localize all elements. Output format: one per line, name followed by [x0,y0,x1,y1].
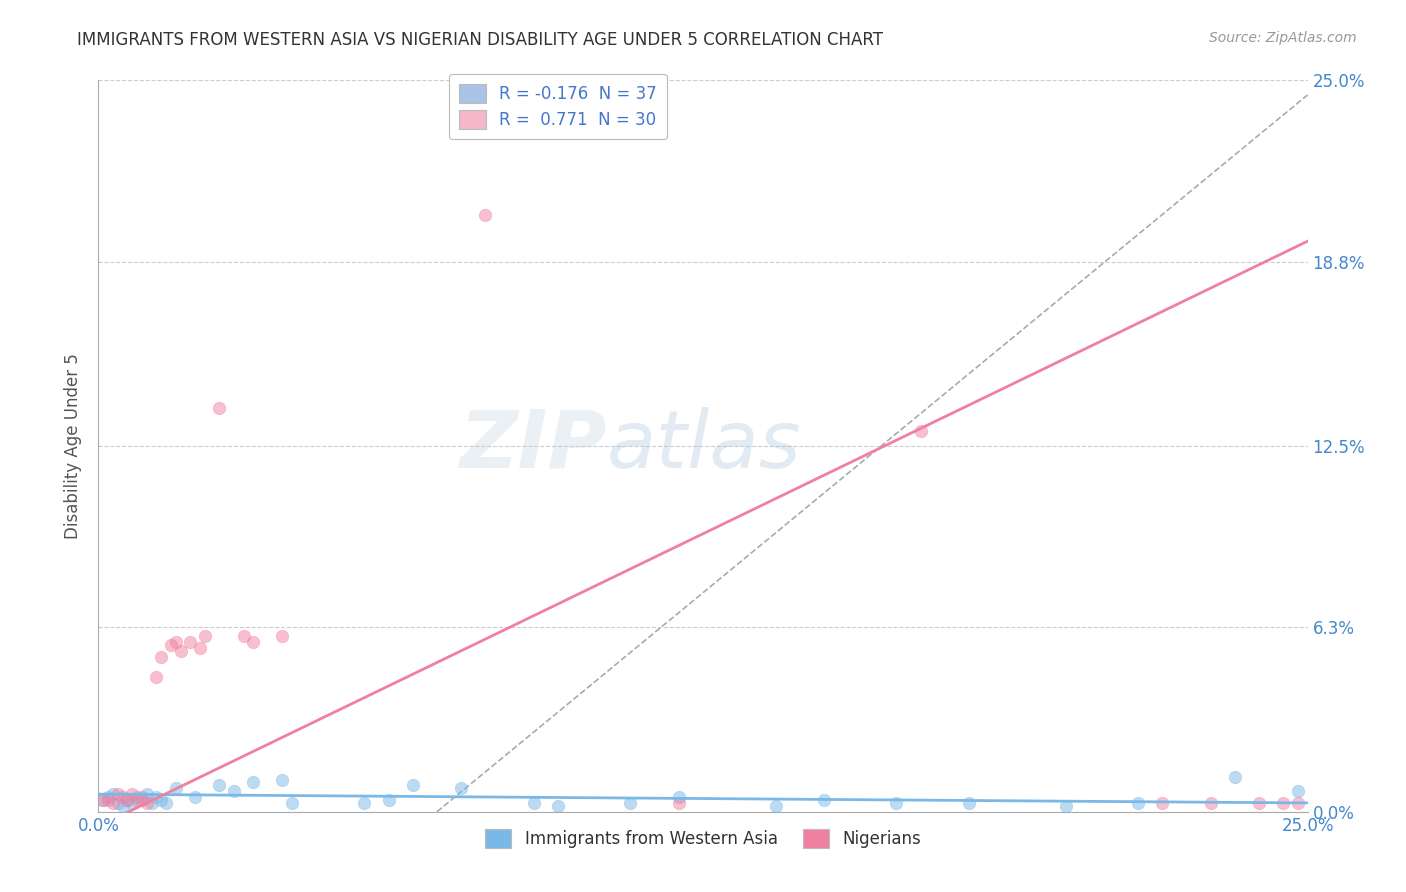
Point [523,796,546,810]
Point [813,793,835,807]
Point [111,798,134,813]
Point [910,425,932,439]
Point [121,796,143,810]
Point [208,401,231,415]
Point [97,790,120,805]
Point [131,790,153,805]
Point [135,787,157,801]
Point [242,775,264,789]
Point [668,796,690,810]
Text: Source: ZipAtlas.com: Source: ZipAtlas.com [1209,31,1357,45]
Point [150,649,173,664]
Point [145,790,167,805]
Point [1054,798,1077,813]
Point [619,796,641,810]
Text: IMMIGRANTS FROM WESTERN ASIA VS NIGERIAN DISABILITY AGE UNDER 5 CORRELATION CHAR: IMMIGRANTS FROM WESTERN ASIA VS NIGERIAN… [77,31,883,49]
Point [127,790,149,805]
Y-axis label: Disability Age Under 5: Disability Age Under 5 [65,353,83,539]
Point [117,793,139,807]
Point [668,790,690,805]
Point [1249,796,1271,810]
Point [141,796,163,810]
Point [169,644,191,658]
Point [1199,796,1222,810]
Point [547,798,569,813]
Point [886,796,908,810]
Point [91,793,114,807]
Point [135,796,157,810]
Point [1152,796,1174,810]
Point [97,793,120,807]
Point [353,796,375,810]
Legend: Immigrants from Western Asia, Nigerians: Immigrants from Western Asia, Nigerians [478,822,928,855]
Point [165,781,187,796]
Point [107,787,129,801]
Point [101,787,124,801]
Point [121,787,143,801]
Point [101,796,124,810]
Text: ZIP: ZIP [458,407,606,485]
Point [184,790,207,805]
Point [179,635,201,649]
Point [474,208,496,222]
Point [281,796,304,810]
Point [242,635,264,649]
Point [1272,796,1295,810]
Point [765,798,787,813]
Point [91,793,114,807]
Point [150,793,173,807]
Point [377,793,399,807]
Point [271,629,294,643]
Point [208,778,231,792]
Point [117,793,139,807]
Point [145,670,167,684]
Point [1223,770,1246,784]
Point [194,629,217,643]
Point [165,635,187,649]
Point [131,793,153,807]
Text: atlas: atlas [606,407,801,485]
Point [127,793,149,807]
Point [111,790,134,805]
Point [188,640,211,655]
Point [1286,796,1309,810]
Point [222,784,245,798]
Point [402,778,425,792]
Point [232,629,254,643]
Point [107,796,129,810]
Point [155,796,177,810]
Point [271,772,294,787]
Point [957,796,980,810]
Point [1286,784,1309,798]
Point [160,638,183,652]
Point [1128,796,1150,810]
Point [450,781,472,796]
